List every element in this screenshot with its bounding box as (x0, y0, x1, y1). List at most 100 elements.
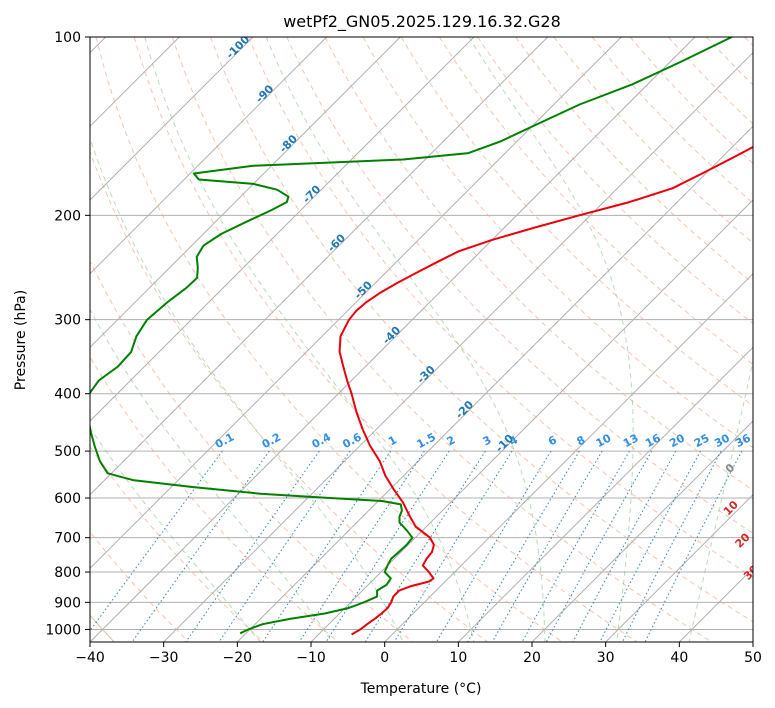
isotherm-line (384, 272, 753, 642)
dry-adiabat-line (210, 37, 753, 623)
isotherm-line (678, 567, 753, 642)
isotherm-line (752, 641, 753, 642)
mixing-ratio-line (218, 450, 351, 642)
mixing-ratio-label: 36 (733, 431, 753, 450)
y-tick-label: 1000 (45, 622, 81, 638)
adiabat-label: 10 (721, 498, 741, 518)
dry-adiabat-line (90, 445, 264, 642)
moist-adiabat-line (265, 37, 546, 642)
mixing-ratio-label: 1.5 (415, 430, 438, 451)
x-tick-label: 40 (670, 650, 688, 666)
isotherm-label: -30 (415, 363, 438, 386)
x-tick-label: −30 (149, 650, 179, 666)
mixing-ratio-line (262, 450, 392, 642)
mixing-ratio-label: 0.2 (260, 430, 283, 451)
dry-adiabat-line (744, 37, 753, 47)
plot-frame (89, 36, 754, 643)
isotherm-label: -60 (325, 231, 348, 254)
x-tick-label: 30 (597, 650, 615, 666)
x-tick-label: 10 (449, 650, 467, 666)
isotherm-line (236, 125, 753, 642)
mixing-ratio-line (364, 450, 486, 642)
dry-adiabat-line (95, 37, 563, 642)
moist-adiabat-line (90, 136, 404, 642)
mixing-ratio-label: 13 (621, 431, 641, 450)
mixing-ratio-label: 1 (386, 433, 399, 448)
y-tick-label: 500 (54, 444, 81, 460)
reference-line-labels: 0.1 0.2 0.4 0.6 1 1.5 2 3 4 6 8 10 13 16 20 25 30 36-100-… (213, 37, 761, 613)
mixing-ratio-line (545, 450, 653, 642)
adiabat-label: 20 (733, 530, 753, 550)
temperature-profile-line (338, 145, 753, 636)
x-tick-label: −20 (223, 650, 253, 666)
mixing-ratio-label: 20 (667, 431, 687, 450)
moist-adiabat-line (90, 308, 333, 642)
x-tick-label: 0 (380, 650, 389, 666)
dry-adiabat-line (133, 37, 638, 642)
mixing-ratio-label: 0.6 (340, 430, 364, 451)
chart-title: wetPf2_GN05.2025.129.16.32.G28 (283, 12, 561, 32)
dry-adiabat-line (591, 37, 753, 204)
mixing-ratio-line (131, 450, 270, 642)
x-axis-label: Temperature (°C) (360, 681, 482, 697)
mixing-ratio-line (521, 450, 630, 642)
isotherm-line (90, 37, 696, 642)
adiabat-label: 30 (741, 562, 761, 582)
mixing-ratio-label: 2 (445, 433, 458, 448)
dry-adiabat-line (171, 37, 712, 642)
x-tick-label: 50 (744, 650, 762, 666)
mixing-ratio-line (644, 450, 743, 642)
mixing-ratio-line (572, 450, 677, 642)
mixing-ratio-line (393, 450, 513, 642)
isotherm-line (163, 51, 753, 642)
mixing-ratio-line (298, 450, 425, 642)
mixing-ratio-label: 16 (643, 431, 663, 450)
moist-adiabat-line (90, 426, 261, 642)
mixing-ratio-line (435, 450, 552, 642)
dry-adiabat-line (324, 37, 753, 491)
x-tick-label: −10 (296, 650, 326, 666)
y-tick-label: 900 (54, 595, 81, 611)
y-tick-label: 400 (54, 387, 81, 403)
profile-lines (90, 37, 753, 636)
y-axis-label: Pressure (hPa) (13, 290, 29, 390)
adiabat-label: 0 (723, 461, 738, 476)
isotherm-line (310, 199, 753, 642)
dry-adiabat-line (400, 37, 753, 407)
isotherm-line (90, 37, 549, 496)
isotherm-line (605, 493, 753, 642)
isotherm-line (90, 37, 254, 201)
dry-adiabat-line (515, 37, 753, 284)
dry-adiabat-line (90, 259, 414, 642)
mixing-ratio-label: 0.1 (213, 430, 236, 451)
dry-adiabat-line (90, 356, 339, 642)
dry-adiabat-line (90, 150, 488, 642)
mixing-ratio-line (90, 450, 223, 632)
mixing-ratio-line (621, 450, 722, 642)
isotherm-line (90, 37, 328, 275)
isotherm-line (90, 37, 401, 349)
isotherm-label: -40 (380, 324, 403, 347)
mixing-ratio-label: 30 (712, 431, 732, 450)
axes: −40 −30 −20 −10 0 10 20 30 40 5010020030040050060… (45, 30, 762, 666)
isotherm-line (90, 37, 622, 570)
mixing-ratio-label: 0.4 (310, 430, 334, 451)
dry-adiabat-line (553, 37, 753, 244)
mixing-ratio-line (185, 450, 320, 642)
isotherm-label: -20 (453, 398, 476, 421)
isotherm-label: -70 (300, 182, 323, 205)
mixing-ratio-label: 3 (481, 433, 494, 448)
y-tick-label: 200 (54, 208, 81, 224)
moist-adiabat-line (688, 358, 753, 642)
dry-adiabat-line (668, 37, 753, 125)
mixing-ratio-label: 10 (594, 431, 614, 450)
dry-adiabat-line (362, 37, 753, 449)
y-tick-label: 300 (54, 313, 81, 329)
isotherm-line (90, 37, 475, 422)
moist-adiabat-line (144, 37, 475, 642)
y-tick-label: 600 (54, 491, 81, 507)
mixing-ratio-label: 25 (692, 431, 712, 450)
y-tick-label: 100 (54, 30, 81, 46)
isotherm-line (531, 420, 753, 642)
